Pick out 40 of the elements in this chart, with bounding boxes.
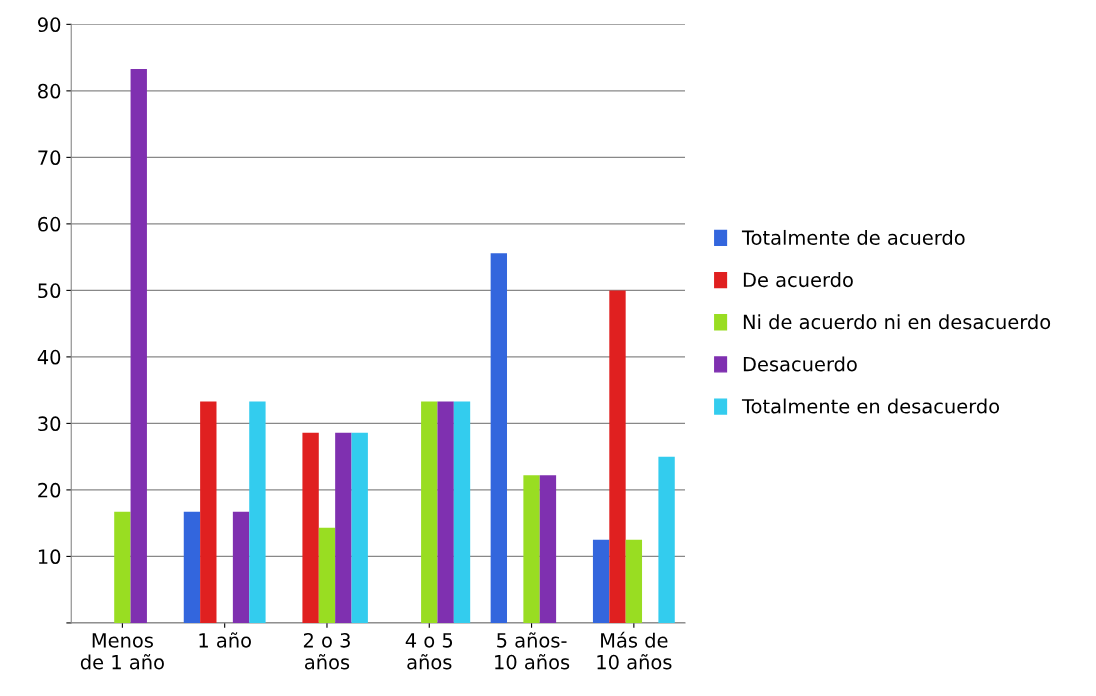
bar <box>437 401 454 623</box>
x-tick-label: Menos de 1 año <box>80 633 164 670</box>
x-tick-label: 5 años- 10 años <box>495 632 570 670</box>
y-tick-label: 10 <box>38 549 61 565</box>
x-tick-label: Más de 10 años <box>597 631 672 670</box>
y-tick-label: 20 <box>38 482 61 498</box>
legend-label: Desacuerdo <box>743 356 857 372</box>
y-tick-label: 80 <box>38 83 61 99</box>
bar <box>249 401 266 623</box>
x-tick-label: 4 o 5 años <box>405 633 453 670</box>
bar <box>453 401 471 623</box>
bar <box>625 539 643 623</box>
legend-label: Ni de acuerdo ni en desacuerdo <box>743 314 1051 330</box>
bar <box>130 68 147 623</box>
y-tick-label: 70 <box>38 150 61 166</box>
bar <box>609 290 626 623</box>
bar <box>302 432 319 623</box>
bar <box>183 511 201 623</box>
y-tick-label: 90 <box>38 17 61 33</box>
legend-label: Totalmente de acuerdo <box>741 229 965 245</box>
x-tick-label: 2 o 3 años <box>303 632 350 670</box>
y-tick-label: 60 <box>38 216 61 232</box>
legend-label: Totalmente en desacuerdo <box>741 398 1000 414</box>
y-tick-label: 50 <box>38 283 61 299</box>
bar <box>490 253 508 623</box>
bar <box>539 475 557 623</box>
legend-label: De acuerdo <box>743 272 853 288</box>
bar <box>335 432 352 623</box>
bar <box>114 511 131 623</box>
bar <box>421 401 438 623</box>
bar <box>592 539 610 623</box>
y-tick-label: 40 <box>37 349 61 365</box>
x-tick-label: 1 año <box>199 632 251 648</box>
bar <box>232 511 250 623</box>
bar <box>658 456 675 623</box>
bar <box>351 432 368 623</box>
y-tick-label: 30 <box>38 416 61 432</box>
bar <box>318 527 336 623</box>
bar <box>523 475 540 623</box>
bar <box>200 401 217 623</box>
